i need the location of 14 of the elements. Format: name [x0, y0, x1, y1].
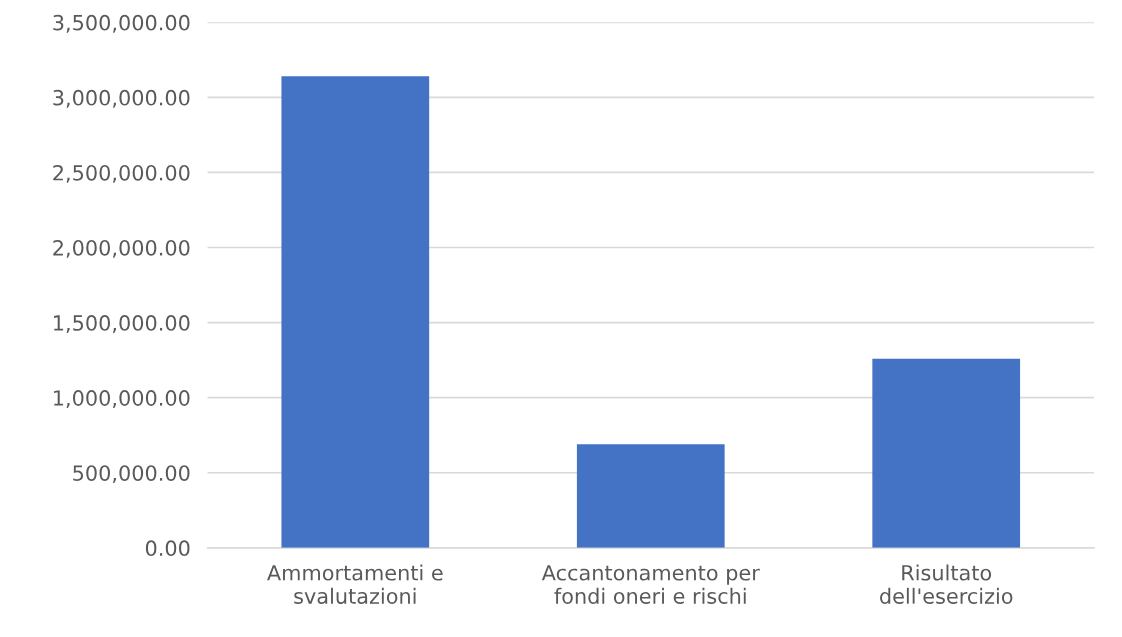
y-tick-label: 3,000,000.00 [53, 89, 190, 108]
bar [576, 444, 725, 548]
bar [281, 76, 430, 548]
x-tick-label: Ammortamenti e svalutazioni [267, 564, 443, 604]
x-tick-label: Risultato dell'esercizio [880, 564, 1013, 604]
y-tick-label: 1,000,000.00 [54, 390, 190, 409]
y-tick-label: 3,500,000.00 [53, 14, 190, 33]
y-tick-label: 1,500,000.00 [54, 315, 190, 333]
bar [872, 358, 1021, 548]
x-tick-label: Accantonamento per fondi oneri e rischi [541, 565, 760, 604]
y-tick-label: 2,000,000.00 [53, 239, 190, 258]
y-tick-label: 0.00 [145, 540, 190, 557]
y-tick-label: 2,500,000.00 [53, 164, 190, 183]
y-tick-label: 500,000.00 [73, 465, 190, 484]
